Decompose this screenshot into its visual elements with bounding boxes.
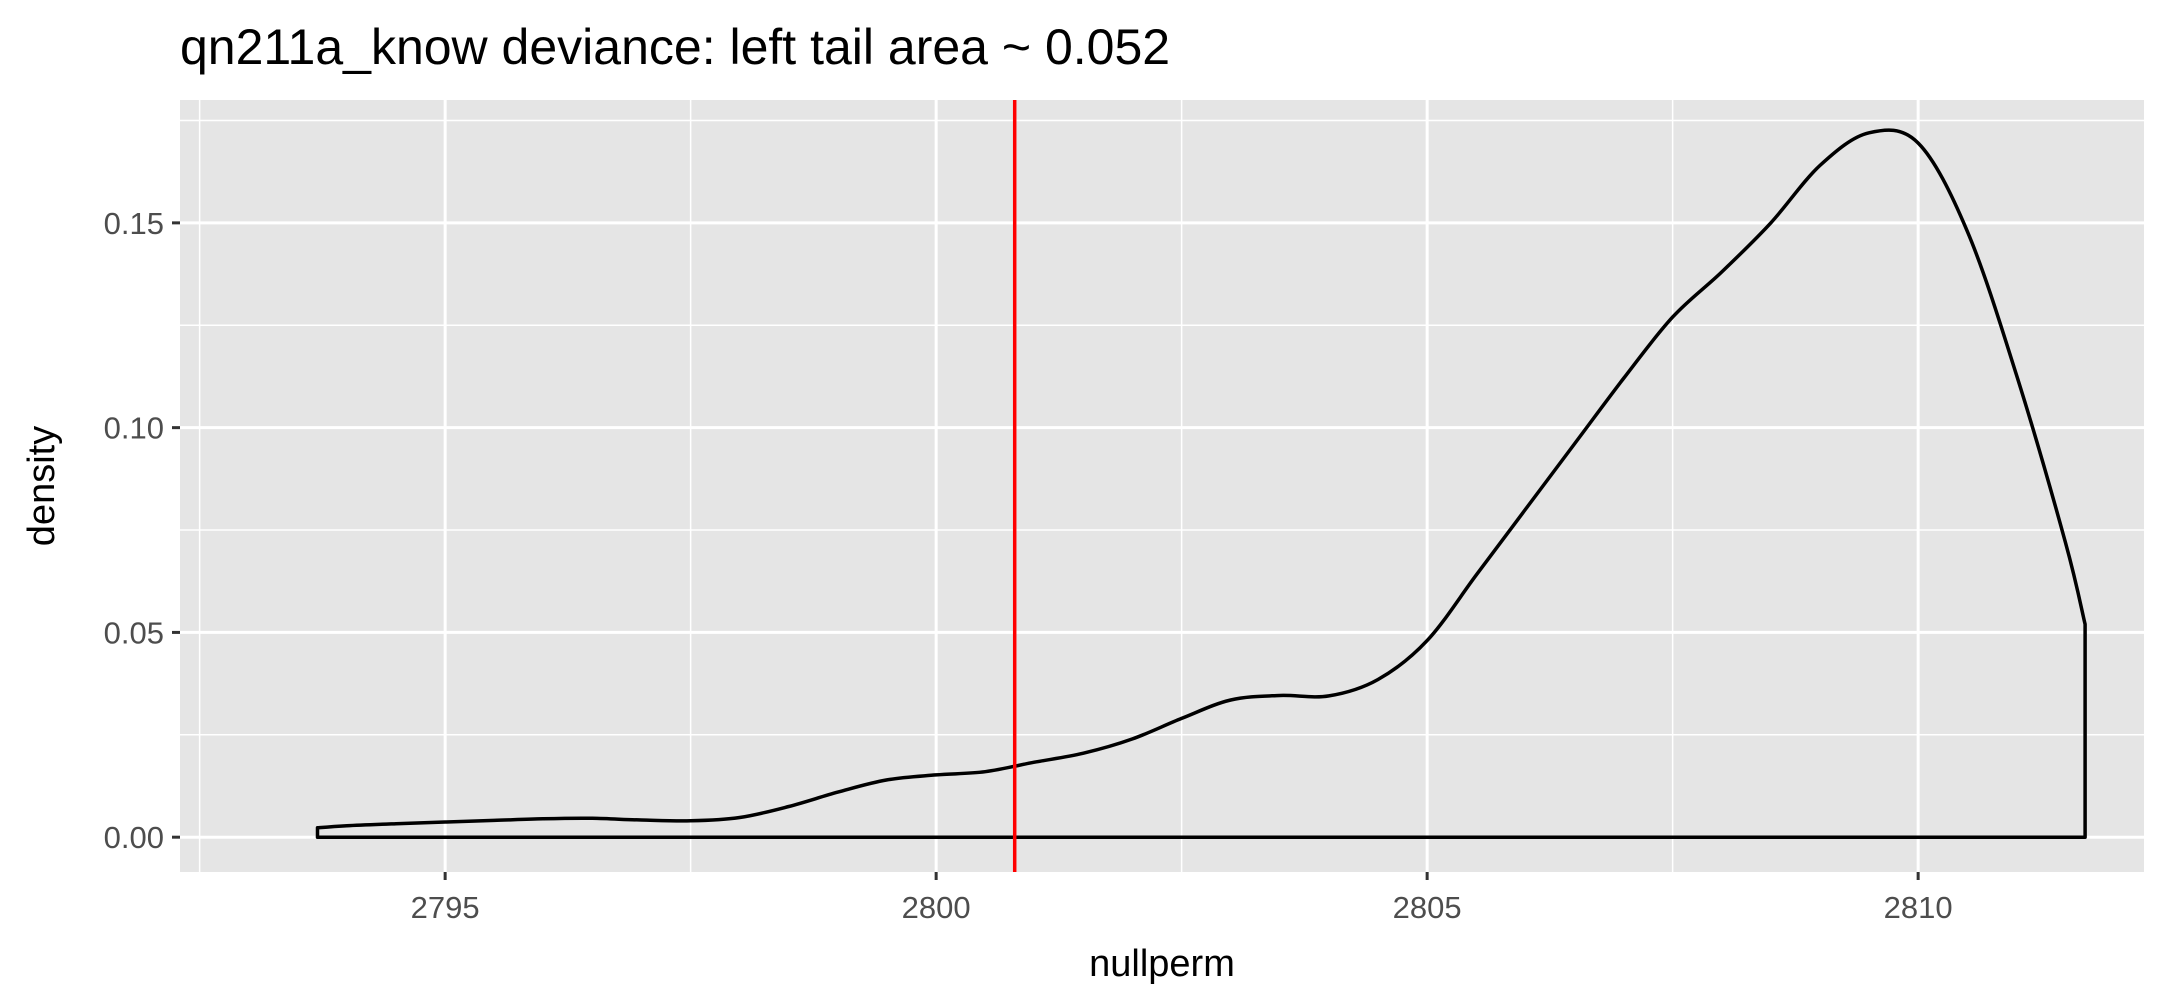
minor-grid — [180, 100, 2144, 872]
y-tick-label: 0.15 — [104, 206, 164, 241]
chart-title: qn211a_know deviance: left tail area ~ 0… — [180, 19, 1170, 75]
x-tick-label: 2805 — [1393, 890, 1462, 925]
x-axis: 2795 2800 2805 2810 — [411, 872, 1953, 925]
x-tick-label: 2800 — [902, 890, 971, 925]
y-axis-title: density — [21, 426, 63, 546]
plot-panel — [180, 100, 2144, 872]
density-curve — [315, 128, 2087, 839]
y-axis: 0.00 0.05 0.10 0.15 — [104, 206, 180, 855]
x-tick-label: 2810 — [1884, 890, 1953, 925]
x-axis-title: nullperm — [1089, 943, 1235, 985]
x-tick-label: 2795 — [411, 890, 480, 925]
y-tick-label: 0.05 — [104, 615, 164, 650]
y-tick-label: 0.00 — [104, 820, 164, 855]
y-tick-label: 0.10 — [104, 411, 164, 446]
